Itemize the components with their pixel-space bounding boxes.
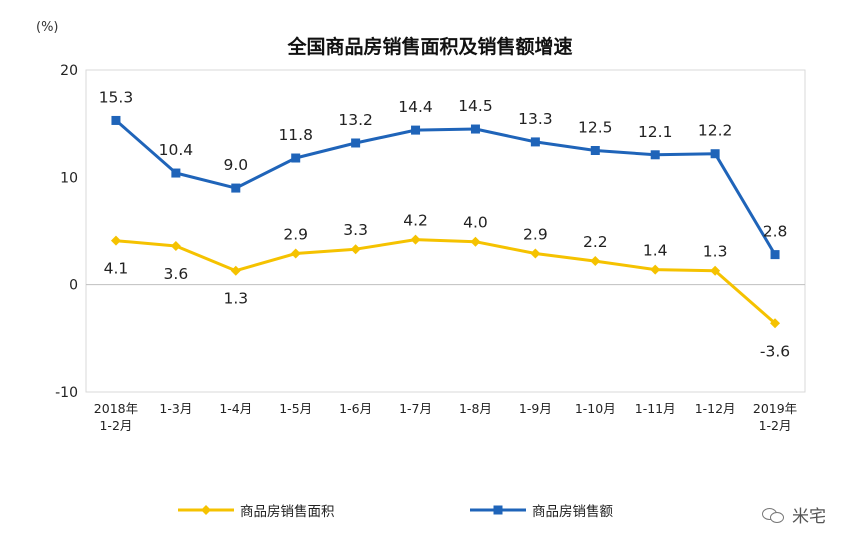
data-label: 1.4 — [643, 242, 668, 260]
data-point — [111, 115, 121, 125]
data-point — [590, 256, 601, 267]
data-label: 4.0 — [463, 214, 488, 232]
data-label: 14.5 — [458, 97, 493, 115]
data-point — [590, 146, 600, 155]
data-label: 2.8 — [763, 223, 788, 241]
y-unit-label: (%) — [36, 20, 59, 35]
data-label: 3.6 — [164, 265, 189, 283]
data-point — [770, 318, 781, 329]
plot-area — [85, 69, 806, 393]
y-tick-label: -10 — [55, 385, 78, 401]
x-tick-label: 1-3月 — [159, 401, 192, 416]
data-point — [411, 125, 421, 135]
legend-swatch-amount — [470, 505, 526, 515]
data-label: 13.3 — [518, 110, 553, 128]
data-label: 1.3 — [703, 243, 728, 261]
data-point — [170, 241, 181, 252]
data-point — [530, 248, 541, 259]
data-label: -3.6 — [760, 342, 790, 360]
data-label: 13.2 — [338, 111, 373, 129]
data-label: 1.3 — [223, 290, 248, 308]
data-label: 12.1 — [638, 123, 673, 141]
x-tick-label: 1-10月 — [575, 401, 616, 416]
data-label: 2.9 — [523, 226, 548, 244]
data-label: 9.0 — [223, 156, 248, 174]
data-point — [110, 235, 121, 246]
wechat-icon — [762, 507, 786, 523]
data-label: 4.2 — [403, 212, 428, 230]
data-label: 12.5 — [578, 119, 613, 137]
x-tick-label: 1-12月 — [695, 401, 736, 416]
chart-title: 全国商品房销售面积及销售额增速 — [286, 35, 572, 58]
y-tick-label: 10 — [60, 170, 78, 186]
x-tick-label: 2019年 1-2月 — [753, 401, 797, 433]
x-tick-label: 1-4月 — [219, 401, 252, 416]
data-point — [290, 248, 301, 259]
data-point — [650, 264, 661, 275]
watermark: 米宅 — [762, 502, 826, 527]
legend-swatch-area — [178, 505, 234, 515]
data-point — [770, 250, 780, 260]
data-label: 2.2 — [583, 233, 608, 251]
x-tick-label: 1-9月 — [519, 401, 552, 416]
series-line-1 — [115, 119, 777, 256]
legend-item-area: 商品房销售面积 — [178, 500, 335, 520]
x-tick-label: 1-8月 — [459, 401, 492, 416]
data-label: 2.9 — [283, 226, 308, 244]
x-tick-label: 1-6月 — [339, 401, 372, 416]
data-point — [710, 265, 721, 276]
data-label: 3.3 — [343, 221, 368, 239]
data-point — [410, 234, 421, 245]
legend-item-amount: 商品房销售额 — [470, 500, 613, 520]
x-tick-label: 1-7月 — [399, 401, 432, 416]
data-point — [650, 150, 660, 160]
y-tick-label: 0 — [69, 278, 78, 294]
data-point — [291, 153, 301, 163]
data-point — [710, 149, 720, 159]
watermark-text: 米宅 — [792, 507, 826, 527]
legend-label-area: 商品房销售面积 — [240, 504, 335, 520]
data-label: 4.1 — [104, 260, 129, 278]
x-tick-label: 2018年 1-2月 — [94, 401, 138, 433]
data-label: 10.4 — [159, 141, 194, 159]
legend-label-amount: 商品房销售额 — [532, 504, 613, 520]
data-point — [470, 124, 480, 134]
series-line-0 — [115, 238, 776, 325]
data-point — [230, 265, 241, 276]
y-tick-label: 20 — [60, 63, 78, 79]
data-point — [351, 138, 361, 148]
x-tick-label: 1-11月 — [635, 401, 676, 416]
data-label: 14.4 — [398, 98, 433, 116]
data-label: 11.8 — [278, 126, 313, 144]
data-point — [470, 236, 481, 247]
x-tick-label: 1-5月 — [279, 401, 312, 416]
data-point — [231, 183, 241, 193]
data-point — [350, 244, 361, 255]
data-label: 12.2 — [698, 122, 733, 140]
data-label: 15.3 — [99, 88, 134, 106]
data-point — [530, 137, 540, 147]
data-point — [171, 168, 181, 178]
